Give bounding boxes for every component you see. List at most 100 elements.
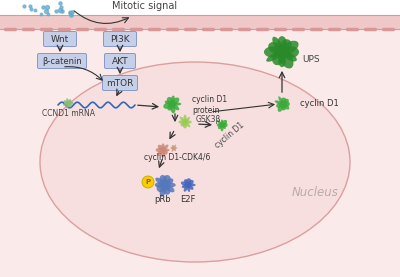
Ellipse shape bbox=[184, 179, 188, 184]
Ellipse shape bbox=[277, 36, 287, 51]
Ellipse shape bbox=[157, 149, 164, 156]
Text: pRb: pRb bbox=[155, 194, 171, 204]
Ellipse shape bbox=[281, 39, 292, 50]
Ellipse shape bbox=[276, 103, 282, 108]
Bar bbox=[0, 0, 400, 15]
Ellipse shape bbox=[164, 184, 174, 192]
Ellipse shape bbox=[284, 101, 290, 106]
Ellipse shape bbox=[171, 96, 175, 104]
Ellipse shape bbox=[66, 103, 69, 108]
Ellipse shape bbox=[68, 101, 73, 105]
Ellipse shape bbox=[178, 120, 185, 124]
Ellipse shape bbox=[160, 175, 167, 184]
Text: mTOR: mTOR bbox=[106, 78, 134, 88]
Ellipse shape bbox=[155, 178, 166, 186]
Ellipse shape bbox=[166, 178, 173, 185]
Ellipse shape bbox=[161, 150, 165, 157]
Ellipse shape bbox=[185, 120, 192, 124]
Ellipse shape bbox=[155, 182, 164, 188]
Ellipse shape bbox=[161, 143, 165, 150]
Ellipse shape bbox=[218, 125, 222, 129]
Ellipse shape bbox=[64, 100, 68, 103]
Text: PI3K: PI3K bbox=[110, 35, 130, 43]
Ellipse shape bbox=[171, 147, 174, 149]
Ellipse shape bbox=[187, 185, 190, 192]
Ellipse shape bbox=[66, 101, 70, 105]
Text: cyclin D1-CDK4/6: cyclin D1-CDK4/6 bbox=[144, 153, 210, 163]
Ellipse shape bbox=[68, 103, 72, 107]
Circle shape bbox=[142, 176, 154, 188]
Ellipse shape bbox=[63, 102, 68, 106]
Ellipse shape bbox=[170, 103, 176, 113]
Ellipse shape bbox=[180, 117, 186, 123]
Ellipse shape bbox=[181, 181, 188, 186]
Ellipse shape bbox=[222, 125, 226, 129]
Ellipse shape bbox=[278, 54, 286, 67]
Ellipse shape bbox=[167, 105, 172, 111]
Text: E2F: E2F bbox=[180, 194, 196, 204]
Ellipse shape bbox=[172, 148, 174, 152]
Ellipse shape bbox=[278, 103, 284, 112]
Ellipse shape bbox=[66, 98, 68, 102]
Text: cyclin D1: cyclin D1 bbox=[300, 99, 339, 109]
Text: cyclin D1
protein: cyclin D1 protein bbox=[192, 95, 227, 115]
Ellipse shape bbox=[174, 145, 176, 148]
Ellipse shape bbox=[68, 99, 71, 102]
Ellipse shape bbox=[272, 37, 283, 53]
Ellipse shape bbox=[165, 183, 176, 188]
FancyBboxPatch shape bbox=[102, 76, 138, 91]
Ellipse shape bbox=[282, 46, 299, 58]
Ellipse shape bbox=[163, 175, 171, 184]
Ellipse shape bbox=[274, 45, 290, 59]
Ellipse shape bbox=[182, 119, 188, 125]
Ellipse shape bbox=[279, 101, 286, 107]
Ellipse shape bbox=[281, 98, 286, 103]
Ellipse shape bbox=[165, 101, 171, 104]
Ellipse shape bbox=[167, 97, 173, 103]
Ellipse shape bbox=[182, 184, 187, 188]
Ellipse shape bbox=[188, 185, 194, 190]
Ellipse shape bbox=[272, 53, 283, 65]
Text: Nucleus: Nucleus bbox=[292, 186, 338, 199]
Ellipse shape bbox=[172, 103, 179, 110]
Ellipse shape bbox=[183, 115, 187, 123]
Ellipse shape bbox=[174, 147, 178, 149]
Ellipse shape bbox=[221, 120, 223, 124]
Ellipse shape bbox=[184, 121, 190, 127]
Ellipse shape bbox=[185, 182, 192, 188]
Ellipse shape bbox=[283, 104, 289, 109]
Ellipse shape bbox=[156, 148, 164, 152]
Ellipse shape bbox=[266, 51, 283, 62]
Ellipse shape bbox=[278, 96, 284, 105]
Text: AKT: AKT bbox=[112, 57, 128, 65]
FancyBboxPatch shape bbox=[104, 32, 136, 47]
Ellipse shape bbox=[40, 62, 350, 262]
Ellipse shape bbox=[172, 102, 181, 106]
Ellipse shape bbox=[283, 99, 289, 104]
Ellipse shape bbox=[172, 147, 176, 150]
Ellipse shape bbox=[186, 178, 191, 184]
Ellipse shape bbox=[180, 122, 185, 126]
Ellipse shape bbox=[174, 148, 176, 151]
Ellipse shape bbox=[282, 105, 286, 111]
Ellipse shape bbox=[156, 184, 164, 192]
Ellipse shape bbox=[163, 102, 172, 109]
Ellipse shape bbox=[160, 184, 167, 197]
Ellipse shape bbox=[280, 41, 298, 55]
FancyBboxPatch shape bbox=[44, 32, 76, 47]
Ellipse shape bbox=[222, 123, 228, 127]
Ellipse shape bbox=[168, 100, 176, 107]
Ellipse shape bbox=[163, 149, 170, 151]
Ellipse shape bbox=[162, 145, 168, 151]
Ellipse shape bbox=[279, 50, 294, 68]
Ellipse shape bbox=[188, 180, 194, 185]
Ellipse shape bbox=[221, 120, 227, 126]
Text: UPS: UPS bbox=[302, 55, 320, 63]
Ellipse shape bbox=[217, 123, 221, 127]
Ellipse shape bbox=[184, 185, 188, 192]
Ellipse shape bbox=[188, 184, 196, 186]
Text: CCND1 mRNA: CCND1 mRNA bbox=[42, 109, 94, 119]
Ellipse shape bbox=[160, 147, 166, 153]
Text: GSK3β: GSK3β bbox=[196, 114, 221, 124]
Ellipse shape bbox=[217, 120, 222, 125]
